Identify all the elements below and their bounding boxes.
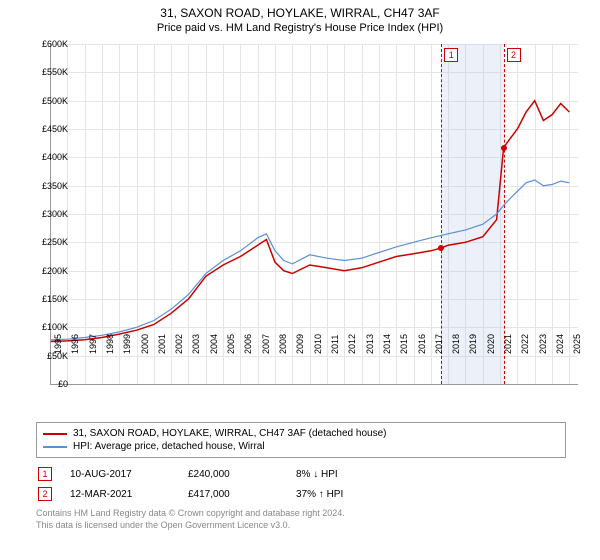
y-axis-label: £400K	[28, 152, 68, 162]
x-axis-label: 2009	[295, 334, 305, 354]
x-axis-label: 2014	[382, 334, 392, 354]
x-axis-label: 2013	[365, 334, 375, 354]
x-axis-label: 1999	[122, 334, 132, 354]
legend-swatch	[43, 433, 67, 435]
x-axis-label: 2004	[209, 334, 219, 354]
y-axis-label: £150K	[28, 294, 68, 304]
x-axis-label: 2008	[278, 334, 288, 354]
x-axis-label: 2023	[538, 334, 548, 354]
x-axis-label: 2000	[140, 334, 150, 354]
sale-dot	[438, 245, 444, 251]
x-axis-label: 2025	[572, 334, 582, 354]
x-axis-label: 2003	[191, 334, 201, 354]
y-axis-label: £0	[28, 379, 68, 389]
y-axis-label: £600K	[28, 39, 68, 49]
y-axis-label: £250K	[28, 237, 68, 247]
y-axis-label: £350K	[28, 181, 68, 191]
x-axis-label: 1998	[105, 334, 115, 354]
page-title: 31, SAXON ROAD, HOYLAKE, WIRRAL, CH47 3A…	[0, 0, 600, 20]
legend-item: 31, SAXON ROAD, HOYLAKE, WIRRAL, CH47 3A…	[43, 427, 559, 440]
x-axis-label: 2002	[174, 334, 184, 354]
legend-block: 31, SAXON ROAD, HOYLAKE, WIRRAL, CH47 3A…	[36, 422, 566, 531]
x-axis-label: 2005	[226, 334, 236, 354]
footer-line-2: This data is licensed under the Open Gov…	[36, 520, 566, 532]
x-axis-label: 1996	[70, 334, 80, 354]
chart-series-line	[50, 101, 569, 342]
footer-note: Contains HM Land Registry data © Crown c…	[36, 508, 566, 531]
x-axis-label: 2012	[347, 334, 357, 354]
legend-frame: 31, SAXON ROAD, HOYLAKE, WIRRAL, CH47 3A…	[36, 422, 566, 458]
x-axis-label: 2018	[451, 334, 461, 354]
y-axis-label: £450K	[28, 124, 68, 134]
x-axis-label: 2011	[330, 335, 340, 354]
x-axis-label: 2022	[520, 334, 530, 354]
page-subtitle: Price paid vs. HM Land Registry's House …	[0, 20, 600, 38]
chart-series-line	[50, 180, 569, 340]
transaction-badge: 1	[38, 467, 52, 481]
y-axis-label: £300K	[28, 209, 68, 219]
x-axis-label: 2020	[486, 334, 496, 354]
x-axis-label: 2017	[434, 334, 444, 354]
legend-item: HPI: Average price, detached house, Wirr…	[43, 440, 559, 453]
x-axis-label: 2019	[468, 334, 478, 354]
x-axis-label: 2021	[503, 334, 513, 354]
x-axis-label: 2024	[555, 334, 565, 354]
x-axis-label: 2006	[243, 334, 253, 354]
transaction-table: 1 10-AUG-2017 £240,000 8% ↓ HPI 2 12-MAR-2021…	[36, 464, 566, 504]
x-axis-label: 2001	[157, 334, 167, 354]
transaction-row: 1 10-AUG-2017 £240,000 8% ↓ HPI	[36, 464, 566, 484]
transaction-date: 12-MAR-2021	[70, 489, 170, 500]
transaction-date: 10-AUG-2017	[70, 469, 170, 480]
x-axis-label: 2007	[261, 334, 271, 354]
transaction-price: £417,000	[188, 489, 278, 500]
x-axis-label: 2010	[313, 334, 323, 354]
x-axis-line	[50, 384, 578, 385]
legend-label: HPI: Average price, detached house, Wirr…	[73, 441, 265, 452]
legend-swatch	[43, 446, 67, 448]
transaction-badge: 2	[38, 487, 52, 501]
x-axis-label: 2015	[399, 334, 409, 354]
transaction-row: 2 12-MAR-2021 £417,000 37% ↑ HPI	[36, 484, 566, 504]
transaction-pct: 8% ↓ HPI	[296, 469, 396, 480]
y-axis-label: £100K	[28, 322, 68, 332]
transaction-pct: 37% ↑ HPI	[296, 489, 396, 500]
x-axis-label: 2016	[417, 334, 427, 354]
legend-label: 31, SAXON ROAD, HOYLAKE, WIRRAL, CH47 3A…	[73, 428, 386, 439]
y-axis-label: £500K	[28, 96, 68, 106]
x-axis-label: 1997	[88, 334, 98, 354]
x-axis-label: 1995	[53, 334, 63, 354]
transaction-price: £240,000	[188, 469, 278, 480]
y-axis-label: £200K	[28, 266, 68, 276]
footer-line-1: Contains HM Land Registry data © Crown c…	[36, 508, 566, 520]
y-axis-label: £550K	[28, 67, 68, 77]
sale-dot	[501, 145, 507, 151]
